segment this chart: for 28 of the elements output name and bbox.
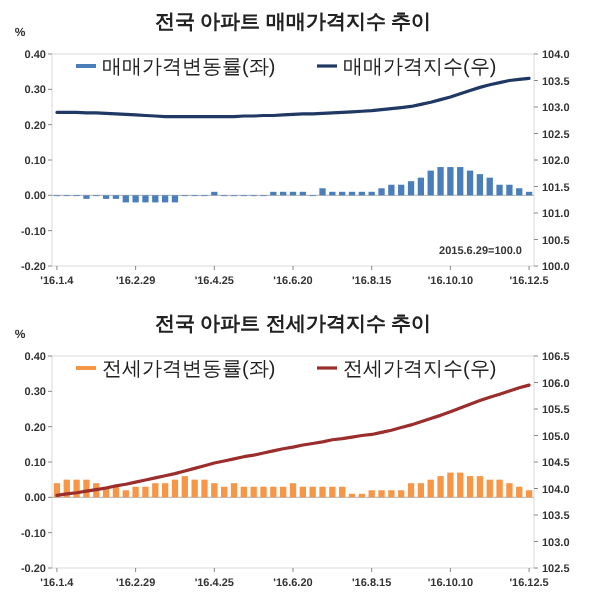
legend-item: 전세가격변동률(좌) (76, 359, 276, 381)
bar (339, 486, 346, 498)
bar (476, 476, 484, 498)
bar (466, 170, 474, 196)
bar (161, 195, 169, 203)
bar (417, 483, 425, 498)
bar (230, 483, 238, 498)
bar (417, 177, 425, 196)
bar (240, 486, 247, 498)
legend-item: 매매가격지수(우) (317, 57, 497, 79)
line-series (55, 76, 531, 119)
bar (407, 483, 415, 498)
bar (171, 195, 179, 203)
legend-item: 매매가격변동률(좌) (76, 57, 276, 79)
legend-item: 전세가격지수(우) (317, 359, 497, 381)
bar (407, 181, 415, 196)
bar (161, 483, 169, 498)
line-series (55, 383, 531, 497)
bar (299, 486, 306, 498)
chart-title: 전국 아파트 매매가격지수 추이 (154, 12, 432, 34)
bar (476, 174, 484, 196)
bar (466, 476, 474, 498)
bar (221, 486, 228, 498)
bar (171, 479, 179, 498)
bar (525, 490, 533, 498)
chart-title: 전국 아파트 전세가격지수 추이 (154, 314, 432, 336)
bar (280, 486, 287, 498)
bar (289, 483, 297, 498)
